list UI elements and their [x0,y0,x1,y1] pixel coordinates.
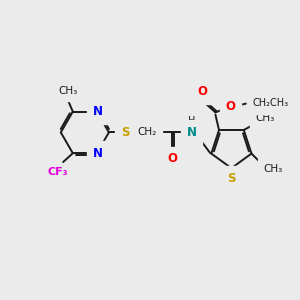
Text: O: O [167,152,177,165]
Text: CH₂CH₃: CH₂CH₃ [253,98,289,108]
Text: CH₃: CH₃ [263,164,282,174]
Text: O: O [197,85,207,98]
Text: S: S [227,172,236,185]
Text: N: N [187,126,197,139]
Text: H: H [188,116,196,126]
Text: S: S [121,126,129,139]
Text: CH₃: CH₃ [256,113,275,123]
Text: N: N [92,105,102,118]
Text: CH₂: CH₂ [137,128,157,137]
Text: CH₃: CH₃ [58,86,77,96]
Text: O: O [225,100,235,113]
Text: CF₃: CF₃ [47,167,68,177]
Text: N: N [92,147,102,160]
